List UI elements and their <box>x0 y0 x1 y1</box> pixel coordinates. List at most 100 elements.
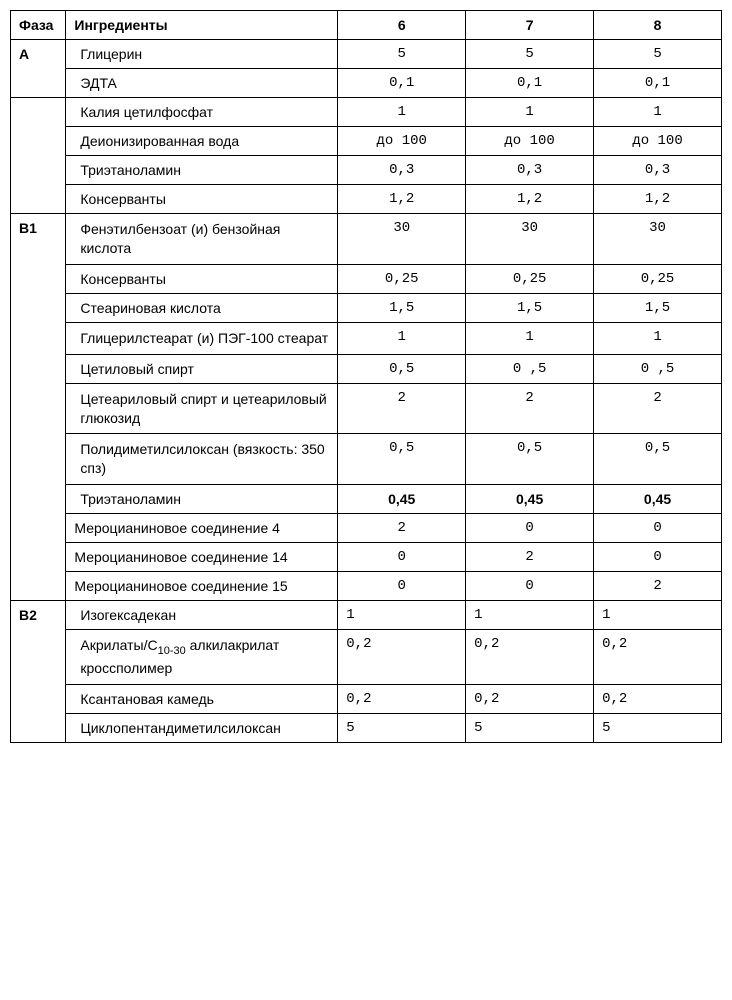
value-cell: 0,3 <box>594 156 722 185</box>
ingredient-cell: Фенэтилбензоат (и) бензойная кислота <box>66 214 338 265</box>
table-row: Деионизированная водадо 100до 100до 100 <box>11 127 722 156</box>
value-cell: 2 <box>466 383 594 434</box>
value-cell: 0,2 <box>338 684 466 713</box>
value-cell: 5 <box>338 40 466 69</box>
value-cell: 0,45 <box>466 485 594 514</box>
value-cell: 0,5 <box>338 434 466 485</box>
value-cell: 1,5 <box>466 293 594 322</box>
table-row: Цетеариловый спирт и цетеариловый глюкоз… <box>11 383 722 434</box>
value-cell: 1 <box>466 601 594 630</box>
table-row: AГлицерин555 <box>11 40 722 69</box>
table-row: Консерванты1,21,21,2 <box>11 185 722 214</box>
value-cell: 0,1 <box>338 69 466 98</box>
table-header-row: Фаза Ингредиенты 6 7 8 <box>11 11 722 40</box>
table-row: Стеариновая кислота1,51,51,5 <box>11 293 722 322</box>
value-cell: 0,2 <box>594 630 722 685</box>
value-cell: 5 <box>466 713 594 742</box>
table-row: Цетиловый спирт0,50 ,50 ,5 <box>11 354 722 383</box>
value-cell: 1,2 <box>466 185 594 214</box>
value-cell: до 100 <box>338 127 466 156</box>
ingredient-cell: Триэтаноламин <box>66 485 338 514</box>
col-header-6: 6 <box>338 11 466 40</box>
table-row: Мероцианиновое соединение 14020 <box>11 543 722 572</box>
value-cell: 1 <box>338 98 466 127</box>
value-cell: 0 <box>466 572 594 601</box>
ingredient-cell: Консерванты <box>66 185 338 214</box>
value-cell: 0,2 <box>338 630 466 685</box>
table-row: ЭДТА0,10,10,1 <box>11 69 722 98</box>
ingredient-cell: Изогексадекан <box>66 601 338 630</box>
ingredient-cell: Цетеариловый спирт и цетеариловый глюкоз… <box>66 383 338 434</box>
table-body: AГлицерин555ЭДТА0,10,10,1Калия цетилфосф… <box>11 40 722 743</box>
ingredient-cell: Деионизированная вода <box>66 127 338 156</box>
value-cell: 2 <box>466 543 594 572</box>
value-cell: 5 <box>594 40 722 69</box>
ingredient-cell: Стеариновая кислота <box>66 293 338 322</box>
ingredient-cell: Полидиметилсилоксан (вязкость: 350 спз) <box>66 434 338 485</box>
phase-cell: A <box>11 40 66 98</box>
value-cell: 0,25 <box>594 264 722 293</box>
value-cell: 5 <box>594 713 722 742</box>
table-row: Мероцианиновое соединение 15002 <box>11 572 722 601</box>
value-cell: 0 <box>338 543 466 572</box>
table-row: B1Фенэтилбензоат (и) бензойная кислота30… <box>11 214 722 265</box>
value-cell: 1 <box>594 601 722 630</box>
ingredient-cell: Акрилаты/С10-30 алкилакрилат кроссполиме… <box>66 630 338 685</box>
value-cell: 0,1 <box>466 69 594 98</box>
table-row: Циклопентандиметилсилоксан555 <box>11 713 722 742</box>
value-cell: 2 <box>594 383 722 434</box>
table-row: B2Изогексадекан111 <box>11 601 722 630</box>
col-header-ingredient: Ингредиенты <box>66 11 338 40</box>
table-row: Калия цетилфосфат111 <box>11 98 722 127</box>
value-cell: 1 <box>594 98 722 127</box>
value-cell: 5 <box>466 40 594 69</box>
value-cell: 2 <box>338 383 466 434</box>
ingredient-cell: Мероцианиновое соединение 14 <box>66 543 338 572</box>
value-cell: 0 <box>594 514 722 543</box>
ingredient-cell: Консерванты <box>66 264 338 293</box>
value-cell: 0,3 <box>466 156 594 185</box>
col-header-phase: Фаза <box>11 11 66 40</box>
value-cell: до 100 <box>594 127 722 156</box>
table-row: Полидиметилсилоксан (вязкость: 350 спз)0… <box>11 434 722 485</box>
ingredient-cell: Мероцианиновое соединение 4 <box>66 514 338 543</box>
ingredient-cell: Мероцианиновое соединение 15 <box>66 572 338 601</box>
value-cell: до 100 <box>466 127 594 156</box>
value-cell: 1,2 <box>338 185 466 214</box>
ingredient-cell: ЭДТА <box>66 69 338 98</box>
value-cell: 1 <box>466 98 594 127</box>
value-cell: 30 <box>466 214 594 265</box>
value-cell: 0,25 <box>466 264 594 293</box>
value-cell: 0 <box>338 572 466 601</box>
table-row: Триэтаноламин0,30,30,3 <box>11 156 722 185</box>
ingredient-cell: Глицерилстеарат (и) ПЭГ-100 стеарат <box>66 322 338 354</box>
value-cell: 0,2 <box>466 684 594 713</box>
value-cell: 0 <box>594 543 722 572</box>
value-cell: 1 <box>594 322 722 354</box>
value-cell: 0,3 <box>338 156 466 185</box>
value-cell: 1 <box>466 322 594 354</box>
col-header-8: 8 <box>594 11 722 40</box>
ingredient-cell: Глицерин <box>66 40 338 69</box>
phase-cell: B2 <box>11 601 66 743</box>
table-row: Мероцианиновое соединение 4200 <box>11 514 722 543</box>
value-cell: 0,45 <box>594 485 722 514</box>
phase-cell: B1 <box>11 214 66 601</box>
value-cell: 0 ,5 <box>466 354 594 383</box>
ingredient-cell: Цетиловый спирт <box>66 354 338 383</box>
value-cell: 2 <box>338 514 466 543</box>
value-cell: 2 <box>594 572 722 601</box>
value-cell: 30 <box>338 214 466 265</box>
value-cell: 0,5 <box>594 434 722 485</box>
value-cell: 1,2 <box>594 185 722 214</box>
value-cell: 0,1 <box>594 69 722 98</box>
value-cell: 0,25 <box>338 264 466 293</box>
value-cell: 0,5 <box>338 354 466 383</box>
value-cell: 1,5 <box>594 293 722 322</box>
value-cell: 1 <box>338 601 466 630</box>
value-cell: 0,2 <box>594 684 722 713</box>
table-row: Акрилаты/С10-30 алкилакрилат кроссполиме… <box>11 630 722 685</box>
ingredient-cell: Триэтаноламин <box>66 156 338 185</box>
table-row: Глицерилстеарат (и) ПЭГ-100 стеарат111 <box>11 322 722 354</box>
value-cell: 0 <box>466 514 594 543</box>
